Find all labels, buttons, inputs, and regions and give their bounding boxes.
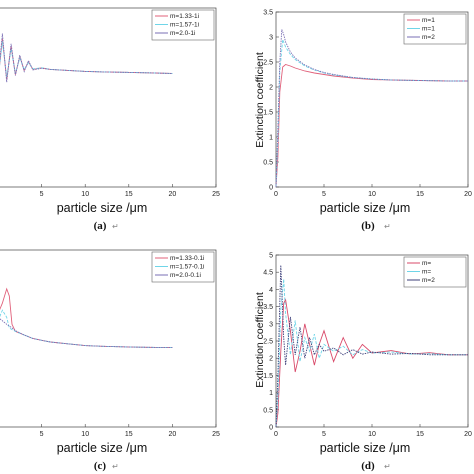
series-line (0, 38, 173, 80)
panel-caption: (c) (94, 460, 107, 472)
y-tick-label: 4.5 (263, 270, 273, 277)
panel-caption: (b) (361, 220, 375, 232)
y-tick-label: 0 (269, 185, 273, 192)
y-tick-label: 5 (269, 253, 273, 260)
series-line (0, 309, 173, 348)
legend-label: m=2.0-1i (170, 30, 195, 37)
x-tick-label: 10 (81, 191, 89, 198)
legend-label: m= (422, 260, 431, 267)
y-tick-label: 2.5 (263, 339, 273, 346)
y-tick-label: 3 (269, 321, 273, 328)
return-mark: ↵ (384, 462, 391, 471)
series-line (275, 298, 468, 428)
x-tick-label: 5 (322, 191, 326, 198)
legend-label: m=1.57-0.1i (170, 264, 205, 271)
x-tick-label: 5 (40, 431, 44, 438)
x-axis-label: particle size /μm (320, 441, 411, 455)
series-line (275, 265, 468, 428)
y-tick-label: 0 (269, 425, 273, 432)
plot-frame (0, 249, 217, 428)
x-axis-label: particle size /μm (57, 441, 148, 455)
chart-panel-c: 5 10 15 20 25 m=1.33-0.1i m=1.57-0.1im=2.0-0.1… (0, 249, 220, 472)
y-tick-label: 4 (269, 287, 273, 294)
x-tick-label: 20 (169, 431, 177, 438)
legend-label: m=1.57-1i (170, 22, 199, 29)
series-line (0, 287, 173, 348)
y-tick-label: 1 (269, 135, 273, 142)
x-tick-label: 20 (464, 191, 472, 198)
panel-caption: (a) (94, 220, 107, 232)
y-tick-label: 2 (269, 85, 273, 92)
y-tick-label: 2 (269, 356, 273, 363)
x-tick-label: 25 (212, 431, 220, 438)
series-line (275, 29, 468, 188)
legend-label: m=2 (422, 277, 435, 284)
y-tick-label: 3 (269, 35, 273, 42)
y-tick-label: 1.5 (263, 110, 273, 117)
return-mark: ↵ (384, 222, 391, 231)
y-axis-label: Extinction coefficient (254, 292, 266, 388)
legend-label: m=2 (422, 34, 435, 41)
series-line (0, 41, 173, 78)
legend-label: m=1 (422, 26, 435, 33)
x-tick-label: 15 (125, 431, 133, 438)
x-tick-label: 15 (416, 191, 424, 198)
chart-panel-d: 0 5 10 15 2000.511.522.533.544.55m=m=m=2part… (254, 253, 472, 473)
y-tick-label: 3.5 (263, 304, 273, 311)
legend-label: m=2.0-0.1i (170, 272, 201, 279)
legend-label: m= (422, 269, 431, 276)
x-tick-label: 10 (368, 191, 376, 198)
legend-label: m=1 (422, 17, 435, 24)
x-tick-label: 20 (169, 191, 177, 198)
y-tick-label: 0.5 (263, 160, 273, 167)
chart-panel-a: 5 10 15 20 25 m=1.33-1i m=1.57-1im=2.0-1i parti… (0, 7, 220, 232)
series-line (0, 318, 173, 348)
y-tick-label: 2.5 (263, 60, 273, 67)
legend-label: m=1.33-0.1i (170, 255, 205, 262)
series-line (275, 63, 468, 188)
x-tick-label: 0 (274, 191, 278, 198)
x-tick-label: 0 (274, 431, 278, 438)
x-tick-label: 5 (40, 191, 44, 198)
y-tick-label: 3.5 (263, 10, 273, 17)
x-tick-label: 10 (368, 431, 376, 438)
x-tick-label: 10 (81, 431, 89, 438)
y-tick-label: 1 (269, 390, 273, 397)
y-axis-label: Extinction coefficient (254, 52, 266, 148)
x-tick-label: 25 (212, 191, 220, 198)
return-mark: ↵ (112, 222, 119, 231)
x-axis-label: particle size /μm (57, 201, 148, 215)
x-axis-label: particle size /μm (320, 201, 411, 215)
panel-caption: (d) (361, 460, 375, 472)
x-tick-label: 15 (416, 431, 424, 438)
plot-frame (0, 7, 217, 188)
chart-panel-b: 0 5 10 15 2000.511.522.533.5m=1m=1m=2particl… (254, 10, 472, 233)
x-tick-label: 15 (125, 191, 133, 198)
return-mark: ↵ (112, 462, 119, 471)
x-tick-label: 5 (322, 431, 326, 438)
y-tick-label: 0.5 (263, 407, 273, 414)
x-tick-label: 20 (464, 431, 472, 438)
y-tick-label: 1.5 (263, 373, 273, 380)
series-line (0, 33, 173, 83)
legend-label: m=1.33-1i (170, 13, 199, 20)
series-line (275, 279, 468, 428)
series-line (275, 39, 468, 188)
